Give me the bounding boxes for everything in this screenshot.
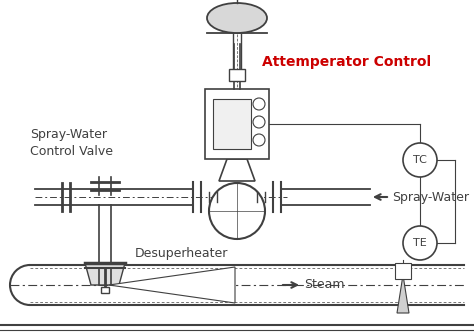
Text: TC: TC [413, 155, 427, 165]
Polygon shape [109, 267, 235, 303]
Text: Steam: Steam [304, 279, 345, 292]
Ellipse shape [207, 3, 267, 33]
Bar [395, 263, 411, 279]
Text: Attemperator Control: Attemperator Control [262, 55, 431, 69]
Circle shape [253, 98, 265, 110]
Bar [229, 69, 245, 81]
Bar [205, 89, 269, 159]
Bar [213, 99, 251, 149]
Text: TE: TE [413, 238, 427, 248]
Polygon shape [219, 159, 255, 181]
Text: Spray-Water: Spray-Water [392, 190, 469, 203]
Bar [101, 287, 109, 293]
Circle shape [403, 226, 437, 260]
Circle shape [403, 143, 437, 177]
Polygon shape [397, 275, 409, 313]
Text: Desuperheater: Desuperheater [135, 246, 228, 260]
Polygon shape [85, 263, 125, 285]
Circle shape [253, 116, 265, 128]
Circle shape [253, 134, 265, 146]
Text: Spray-Water
Control Valve: Spray-Water Control Valve [30, 128, 113, 158]
Circle shape [209, 183, 265, 239]
